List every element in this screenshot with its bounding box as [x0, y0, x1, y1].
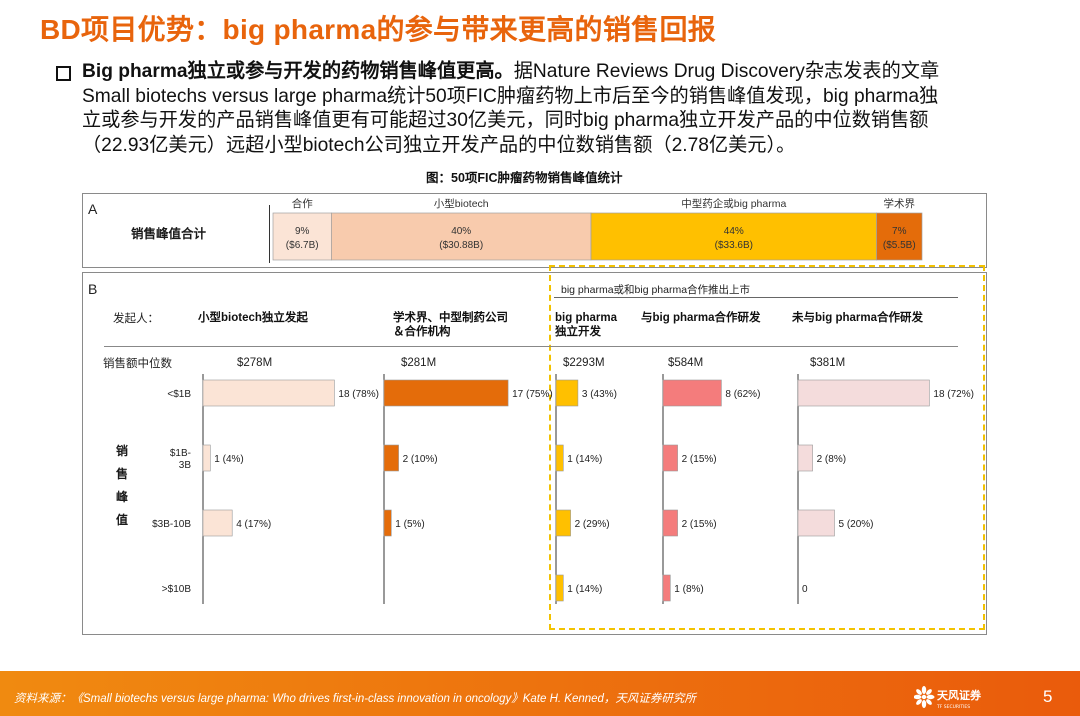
- y-axis-char: 销: [115, 444, 128, 458]
- group-header: big pharma或和big pharma合作推出上市: [561, 284, 751, 296]
- median-label: 销售额中位数: [103, 358, 172, 370]
- bullet-square-icon: [56, 66, 71, 81]
- footer-bar: [0, 671, 1080, 716]
- page-title: BD项目优势：big pharma的参与带来更高的销售回报: [40, 14, 717, 45]
- summary-text: 据Nature Reviews Drug Discovery杂志发表的文章Sma…: [82, 61, 940, 156]
- header-divider: [104, 346, 958, 347]
- panel-b-letter: B: [88, 281, 98, 297]
- y-axis-char: 值: [115, 513, 128, 527]
- panel-a-divider: [269, 205, 270, 263]
- panel-a: [82, 193, 987, 268]
- panel-a-row-label: 销售峰值合计: [131, 227, 207, 241]
- y-axis-char: 峰: [115, 490, 128, 504]
- summary-paragraph: Big pharma独立或参与开发的药物销售峰值更高。据Nature Revie…: [82, 60, 952, 158]
- y-axis-char: 售: [115, 467, 128, 481]
- group-header-line: [554, 297, 958, 298]
- panel-a-letter: A: [88, 201, 98, 217]
- logo-name: 天风证券: [937, 688, 982, 702]
- source-note: 资料来源：《Small biotechs versus large pharma…: [14, 693, 696, 705]
- summary-bold: Big pharma独立或参与开发的药物销售峰值更高。: [82, 61, 514, 82]
- big-pharma-highlight-frame: [549, 265, 985, 630]
- tianfeng-logo: 天风证券 TF SECURITIES: [914, 686, 982, 710]
- figure-title: 图：50项FIC肿瘤药物销售峰值统计: [426, 171, 623, 185]
- page-number: 5: [1043, 687, 1053, 706]
- initiator-label: 发起人：: [113, 313, 159, 325]
- y-axis-title: 销 售 峰 值: [114, 440, 130, 532]
- logo-sub: TF SECURITIES: [936, 704, 970, 710]
- panel-b: [82, 272, 987, 635]
